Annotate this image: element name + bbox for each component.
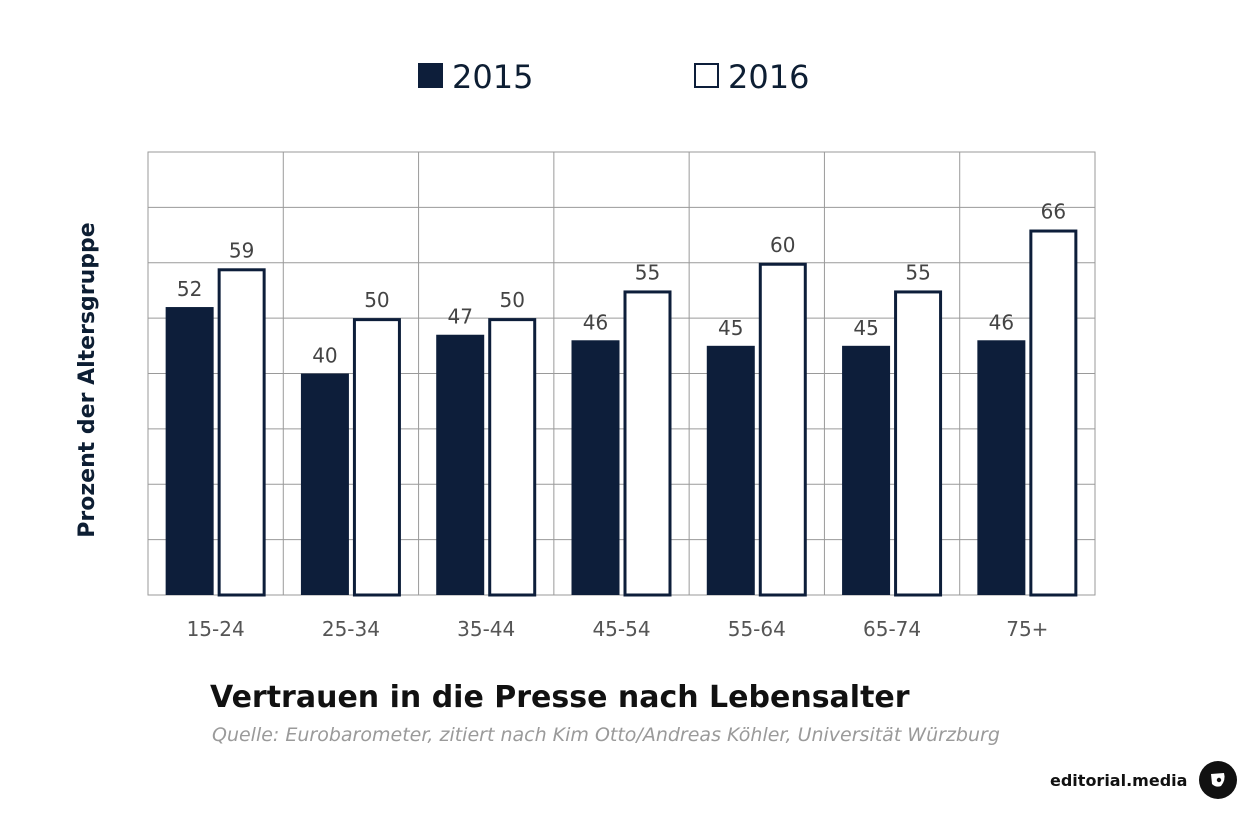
x-tick-label-65-74: 65-74 xyxy=(863,617,921,641)
data-label-2015-35-44: 47 xyxy=(447,305,472,329)
y-axis-label-group: Prozent der Altersgruppe xyxy=(75,222,100,537)
data-label-2016-65-74: 55 xyxy=(905,260,930,284)
data-label-2016-75+: 66 xyxy=(1041,200,1066,224)
x-tick-label-35-44: 35-44 xyxy=(457,617,515,641)
bar-2016-45-54 xyxy=(623,290,672,597)
bar-2016-15-24 xyxy=(217,268,266,597)
x-tick-label-45-54: 45-54 xyxy=(592,617,650,641)
chart-title: Vertrauen in die Presse nach Lebensalter xyxy=(210,680,910,715)
bar-2016-55-64 xyxy=(758,262,807,597)
bar-2015-15-24 xyxy=(165,307,214,595)
legend-label-2015: 2015 xyxy=(452,58,533,96)
brand[interactable]: editorial.media xyxy=(1050,758,1238,802)
chart-source: Quelle: Eurobarometer, zitiert nach Kim … xyxy=(212,724,1000,746)
legend-swatch-2015 xyxy=(418,63,443,88)
bar-2016-25-34 xyxy=(352,318,401,597)
data-label-2015-75+: 46 xyxy=(989,310,1014,334)
data-label-2016-25-34: 50 xyxy=(364,288,389,312)
bar-2015-75+ xyxy=(977,340,1026,595)
bar-2015-45-54 xyxy=(571,340,620,595)
bar-2016-75+ xyxy=(1029,229,1078,597)
data-label-2015-15-24: 52 xyxy=(177,277,202,301)
data-label-2016-55-64: 60 xyxy=(770,233,795,257)
brand-name: editorial.media xyxy=(1050,770,1188,790)
bar-2016-65-74 xyxy=(894,290,943,597)
bar-2016-35-44 xyxy=(488,318,537,597)
bar-2015-35-44 xyxy=(436,334,485,595)
plot-area: 52 59 15-24 40 50 25-34 47 50 35-44 46 55 45-54 45 60… xyxy=(147,151,1096,641)
x-tick-label-15-24: 15-24 xyxy=(187,617,245,641)
data-label-2015-45-54: 46 xyxy=(583,310,608,334)
bar-2015-65-74 xyxy=(842,345,891,595)
bar-2015-55-64 xyxy=(706,345,755,595)
legend-label-2016: 2016 xyxy=(728,58,809,96)
editorial-media-logo-icon xyxy=(1199,761,1238,799)
data-label-2016-35-44: 50 xyxy=(499,288,524,312)
data-label-2016-45-54: 55 xyxy=(635,260,660,284)
x-tick-label-55-64: 55-64 xyxy=(728,617,786,641)
data-label-2015-55-64: 45 xyxy=(718,316,743,340)
x-tick-label-25-34: 25-34 xyxy=(322,617,380,641)
x-tick-label-75+: 75+ xyxy=(1006,617,1048,641)
y-axis-label: Prozent der Altersgruppe xyxy=(75,222,100,537)
data-label-2016-15-24: 59 xyxy=(229,238,254,262)
data-label-2015-25-34: 40 xyxy=(312,344,337,368)
legend-swatch-2016 xyxy=(694,63,719,88)
legend: 2015 2016 xyxy=(418,58,809,96)
data-label-2015-65-74: 45 xyxy=(853,316,878,340)
bar-2015-25-34 xyxy=(300,373,349,595)
